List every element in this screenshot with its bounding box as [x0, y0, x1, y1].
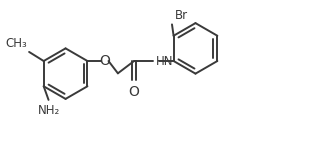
Text: NH₂: NH₂: [37, 104, 60, 117]
Text: HN: HN: [155, 54, 173, 68]
Text: O: O: [129, 85, 140, 99]
Text: CH₃: CH₃: [6, 37, 27, 50]
Text: O: O: [99, 54, 110, 68]
Text: Br: Br: [175, 9, 188, 22]
